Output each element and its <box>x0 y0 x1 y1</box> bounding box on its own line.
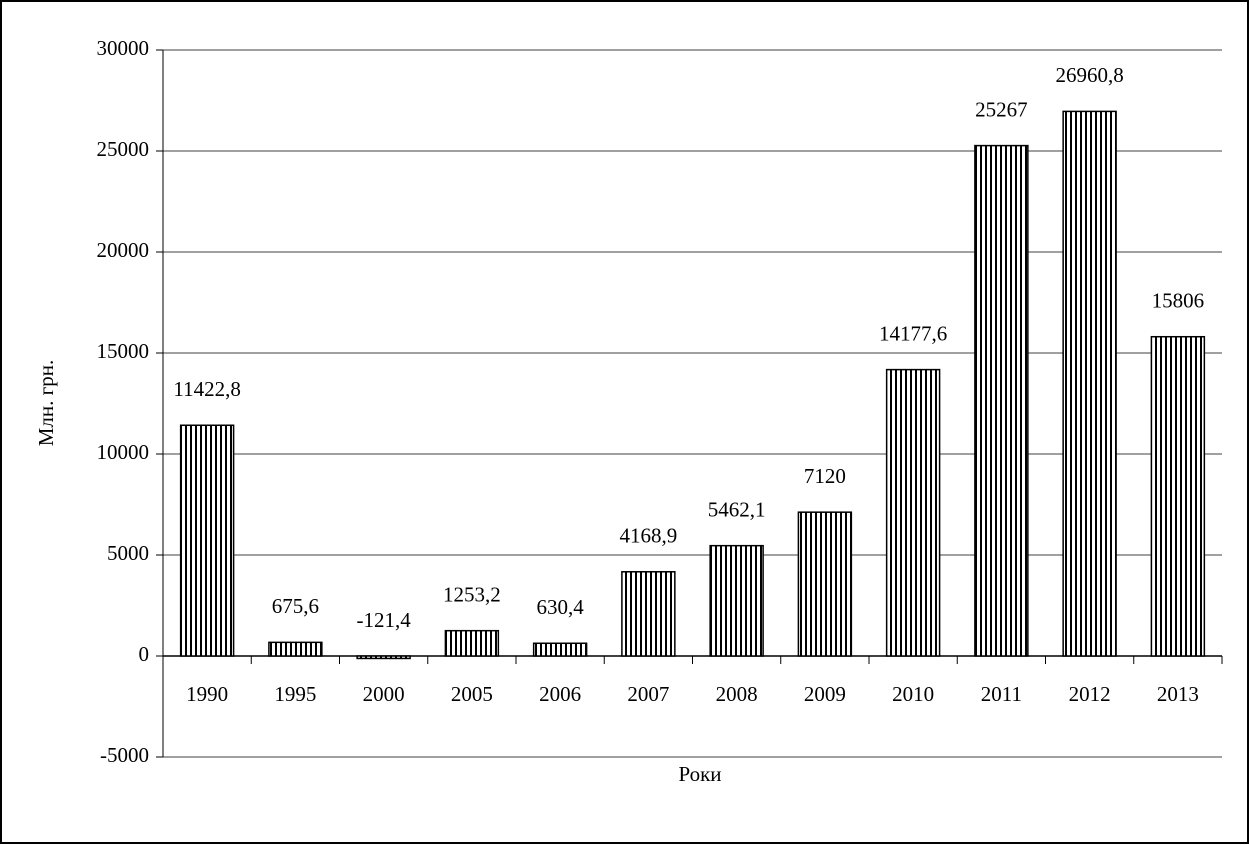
bar <box>797 511 853 657</box>
x-tick-label: 2000 <box>363 682 405 706</box>
value-label: 26960,8 <box>1056 63 1124 87</box>
x-tick-label: 2010 <box>892 682 934 706</box>
value-label: 11422,8 <box>173 377 240 401</box>
bar <box>268 641 323 657</box>
x-tick-label: 2008 <box>716 682 758 706</box>
y-tick-label: 10000 <box>97 440 150 464</box>
bar <box>974 144 1029 657</box>
x-axis-label: Роки <box>678 762 721 786</box>
value-label: 5462,1 <box>708 497 766 521</box>
x-tick-label: 2012 <box>1069 682 1111 706</box>
y-tick-label: 25000 <box>97 137 150 161</box>
value-label: -121,4 <box>357 608 412 632</box>
y-tick-label: 30000 <box>97 36 150 60</box>
x-tick-label: 2007 <box>627 682 669 706</box>
bar <box>709 544 764 657</box>
value-label: 25267 <box>975 97 1028 121</box>
bar <box>179 424 235 657</box>
bar <box>1062 110 1117 657</box>
bar <box>532 642 588 657</box>
value-label: 15806 <box>1152 289 1205 313</box>
x-tick-label: 1990 <box>186 682 228 706</box>
value-label: 675,6 <box>272 594 319 618</box>
y-axis-label: Млн. грн. <box>34 360 58 447</box>
bar <box>621 571 676 657</box>
bar <box>356 655 411 660</box>
value-label: 1253,2 <box>443 582 501 606</box>
value-label: 4168,9 <box>620 524 678 548</box>
bar <box>444 629 500 657</box>
x-tick-label: 2009 <box>804 682 846 706</box>
x-tick-label: 1995 <box>274 682 316 706</box>
x-tick-label: 2013 <box>1157 682 1199 706</box>
y-tick-label: -5000 <box>100 743 149 767</box>
value-label: 630,4 <box>537 595 585 619</box>
bar <box>885 368 941 657</box>
value-label: 7120 <box>804 464 846 488</box>
x-tick-label: 2011 <box>981 682 1022 706</box>
y-tick-label: 20000 <box>97 238 150 262</box>
x-tick-label: 2005 <box>451 682 493 706</box>
y-tick-label: 5000 <box>107 541 149 565</box>
value-label: 14177,6 <box>879 321 947 345</box>
y-tick-label: 15000 <box>97 339 150 363</box>
x-tick-label: 2006 <box>539 682 581 706</box>
y-tick-label: 0 <box>139 642 150 666</box>
bar <box>1150 335 1206 657</box>
